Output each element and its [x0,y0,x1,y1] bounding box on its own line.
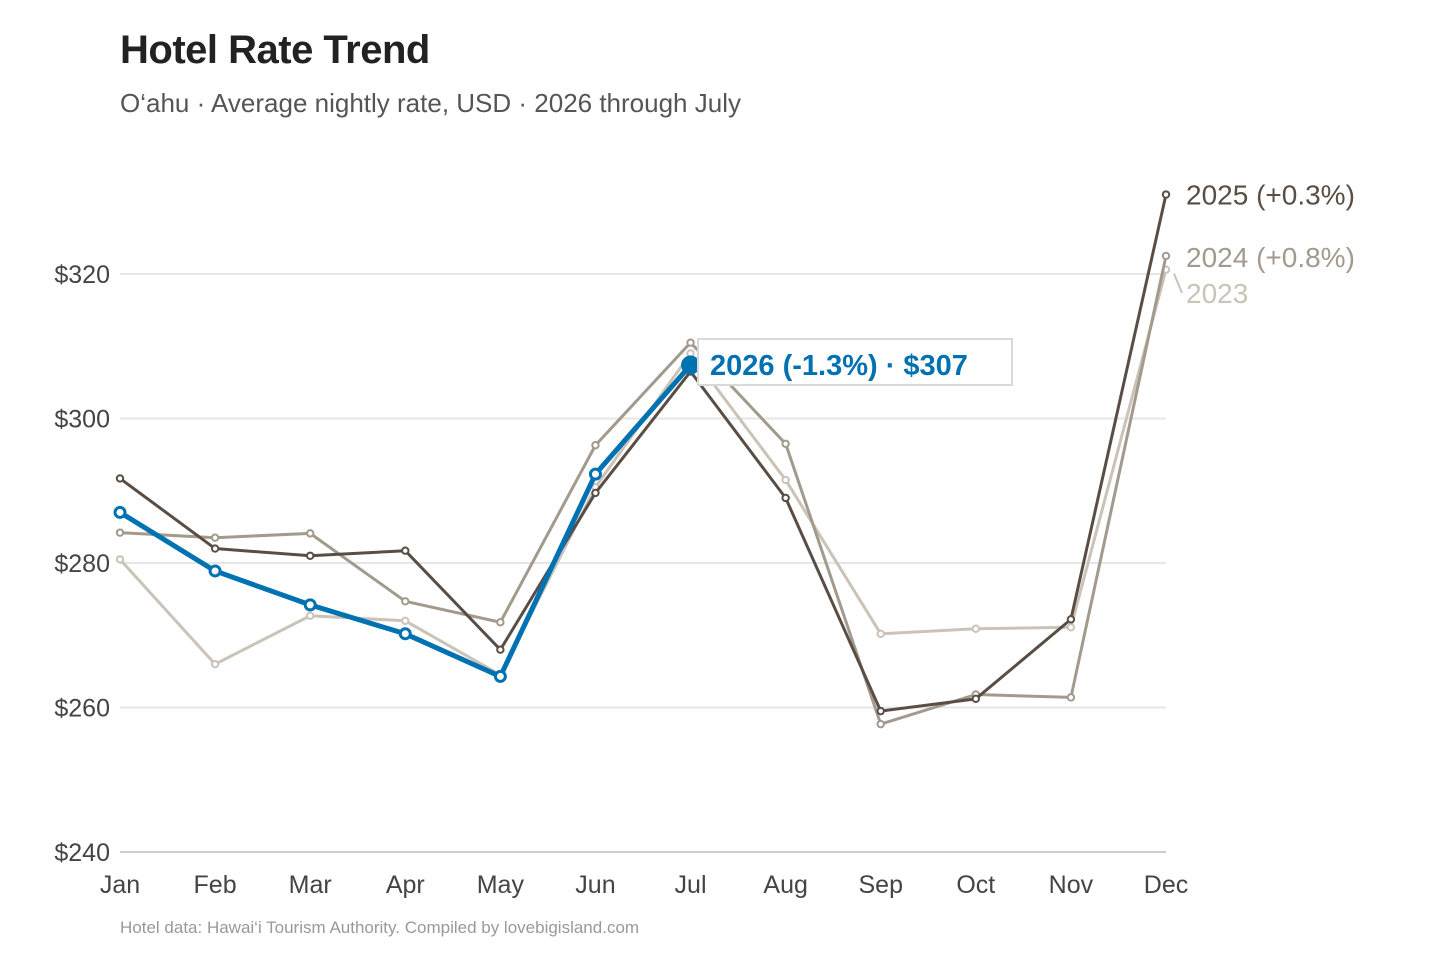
x-tick-label: Aug [763,871,807,899]
series-line-2023 [118,268,1168,677]
x-tick-label: Sep [858,871,902,899]
x-tick-label: Jan [100,871,140,899]
data-point-2025 [1066,615,1076,624]
data-point-2024 [781,439,790,448]
data-point-2024 [876,719,885,729]
data-point-2024 [686,338,695,347]
data-point-2023 [210,659,220,669]
data-point-2026 [113,505,127,519]
x-tick-label: Apr [386,871,425,899]
data-point-2025 [305,551,315,560]
y-tick-label: $240 [54,839,110,867]
data-point-2023 [115,555,125,564]
data-point-2024 [210,533,220,542]
data-point-2023 [401,616,410,625]
data-point-2023 [1066,623,1076,632]
data-point-2025 [971,694,981,704]
data-point-2025 [210,544,220,553]
x-tick-label: May [477,871,525,899]
data-point-2026 [303,598,317,612]
data-point-2025 [496,645,505,654]
data-point-2025 [401,546,410,555]
data-point-2026 [493,669,507,683]
series-label-2024: 2024 (+0.8%) [1186,242,1355,273]
data-point-2025 [115,474,125,483]
x-tick-label: Nov [1049,871,1094,899]
data-point-2023 [305,611,315,620]
data-point-2026 [208,564,222,578]
data-point-2024 [1066,693,1076,702]
x-tick-label: Jul [675,871,707,899]
source-note: Hotel data: Hawai‘i Tourism Authority. C… [120,918,640,937]
x-tick-label: Feb [194,871,237,899]
data-point-2023 [971,624,981,633]
data-point-2025 [781,493,790,503]
series-label-2025: 2025 (+0.3%) [1186,180,1355,211]
chart-subtitle: O‘ahu · Average nightly rate, USD · 2026… [120,88,741,118]
data-point-2024 [305,529,315,538]
data-point-2025 [876,706,885,716]
series-label-2023: 2023 [1186,278,1248,309]
chart-title: Hotel Rate Trend [120,28,430,72]
x-tick-label: Mar [289,871,332,899]
y-tick-label: $260 [54,695,110,723]
callout-box [697,338,1013,387]
y-tick-label: $300 [54,406,110,434]
data-point-2024 [591,441,600,450]
data-point-2026 [681,355,701,375]
data-point-2024 [115,528,125,537]
series-label-2026: 2026 (-1.3%) · $307 [710,350,968,382]
series-label-connector-2023 [1173,273,1183,294]
series-line-2024 [118,254,1168,726]
y-tick-label: $320 [54,261,110,289]
data-point-2026 [588,467,602,481]
data-point-2026 [398,627,412,641]
x-tick-label: Dec [1144,871,1188,899]
x-tick-label: Jun [575,871,615,899]
series-line-2025 [118,193,1168,713]
data-point-2025 [1161,190,1171,199]
data-point-2024 [1161,251,1171,261]
x-tick-label: Oct [956,871,995,899]
data-point-2023 [781,475,790,485]
data-point-2023 [876,629,885,639]
data-point-2024 [401,597,410,606]
y-tick-label: $280 [54,550,110,578]
data-point-2025 [591,488,600,498]
data-point-2024 [496,618,505,627]
